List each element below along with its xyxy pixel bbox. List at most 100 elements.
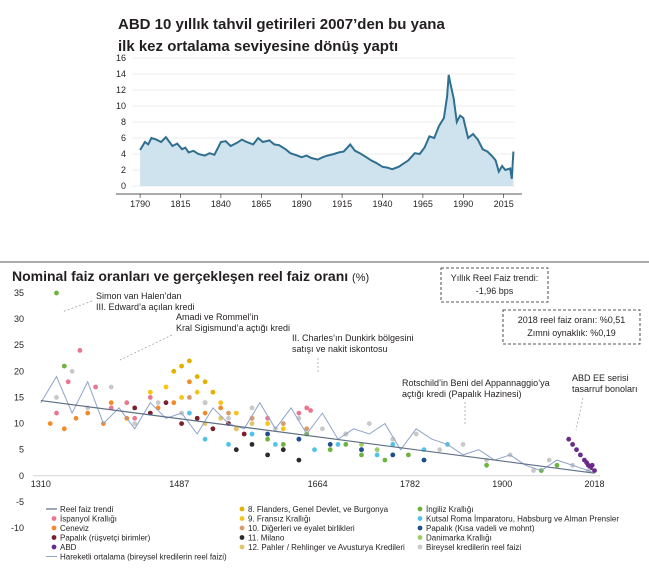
top-yield-line (139, 74, 515, 179)
bottom-scatter-point (210, 426, 216, 432)
bottom-scatter-point (592, 468, 597, 473)
top-area-fill (140, 74, 514, 186)
bottom-chart-title-unit: (%) (352, 272, 369, 284)
bottom-scatter-point (249, 421, 255, 426)
bottom-scatter-point (249, 442, 255, 447)
top-y-tick-label: 0 (121, 181, 126, 191)
bottom-annotation-text: satışı ve nakit iskontosu (292, 344, 388, 354)
bottom-scatter-point (108, 400, 114, 406)
bottom-scatter-point (187, 410, 192, 416)
bottom-scatter-point (249, 405, 255, 411)
top-y-tick-label: 8 (121, 117, 126, 127)
bond-yield-chart: 0 2 4 6 8 10 12 14 16 1790 1815 1840 1865 1890 1915 194… (116, 53, 522, 209)
bottom-scatter-point (273, 442, 278, 447)
bottom-y-tick-label: 10 (14, 419, 24, 429)
bottom-x-tick-label: 2018 (585, 479, 605, 489)
legend-label: Ceneviz (60, 524, 89, 533)
bottom-scatter-point (359, 452, 364, 458)
bottom-scatter-point (574, 447, 579, 453)
legend-label: Kutsal Roma İmparatoru, Habsburg ve Alma… (426, 515, 619, 524)
top-x-tick-label: 1840 (211, 199, 231, 209)
bottom-scatter-point (280, 442, 286, 447)
bottom-scatter-point (280, 421, 286, 426)
bottom-scatter-point (304, 405, 310, 411)
bottom-scatter-point (335, 442, 341, 447)
bottom-trend-line (40, 399, 595, 474)
legend-swatch-dot (417, 506, 423, 512)
legend-label: Bireysel kredilerin reel faizi (426, 543, 521, 552)
bottom-scatter-point (47, 421, 53, 426)
bottom-scatter-point (61, 363, 67, 369)
legend-label: Reel faiz trendi (60, 505, 114, 514)
legend-swatch-dot (417, 544, 423, 550)
legend-swatch-dot (417, 516, 423, 521)
bottom-x-tick-label: 1900 (492, 479, 512, 489)
bottom-scatter-point (280, 426, 286, 432)
bottom-scatter-point (218, 415, 224, 421)
bottom-chart-title: Nominal faiz oranları ve gerçekleşen ree… (12, 268, 369, 284)
legend-swatch-dot (51, 525, 57, 531)
bottom-scatter-point (265, 421, 270, 426)
bottom-scatter-point (374, 447, 380, 453)
bottom-scatter-point (194, 389, 200, 395)
legend-label: İngiliz Krallığı (426, 505, 474, 514)
bottom-info-box (502, 309, 641, 345)
legend-label: Papalık (rüşvetçi birimler) (60, 534, 151, 543)
legend-swatch-dot (239, 544, 245, 550)
bottom-scatter-point (382, 457, 388, 463)
legend-label: 8. Flanders, Genel Devlet, ve Burgonya (248, 505, 389, 514)
bottom-annotation-text: Simon van Halen’dan (96, 291, 182, 301)
bottom-annotation-text: Rotschild’in Beni del Appannaggio’ya (402, 378, 550, 388)
bottom-info-box-text: -1,96 bps (476, 286, 514, 296)
bottom-y-tick-label: 5 (19, 445, 24, 455)
bottom-y-tick-label: 0 (19, 471, 24, 481)
bottom-scatter-point (202, 379, 208, 385)
bottom-scatter-point (546, 457, 552, 463)
bottom-annotation-text: II. Charles’ın Dunkirk bölgesini (292, 333, 414, 343)
top-y-tick-label: 10 (116, 101, 126, 111)
bottom-scatter-point (359, 447, 364, 453)
legend-swatch-dot (51, 516, 57, 521)
bottom-scatter-point (320, 426, 325, 432)
bottom-scatter-point (249, 431, 255, 437)
bottom-scatter-point (210, 389, 216, 395)
bottom-scatter-point (312, 447, 317, 453)
top-x-tick-label: 2015 (494, 199, 514, 209)
annotation-leader (61, 300, 93, 313)
top-y-tick-label: 16 (116, 53, 126, 63)
bottom-annotation-text: ABD EE serisi (572, 373, 629, 383)
bottom-scatter-point (155, 405, 161, 411)
bottom-scatter-point (147, 389, 153, 395)
bottom-scatter-point (54, 290, 59, 296)
bottom-scatter-point (226, 442, 231, 447)
bottom-chart-title-text: Nominal faiz oranları ve gerçekleşen ree… (12, 268, 348, 284)
bottom-scatter-point (531, 468, 536, 473)
bottom-scatter-point (124, 400, 130, 406)
legend-label: 12. Pahler / Rehlinger ve Avusturya Kred… (248, 543, 405, 552)
bottom-scatter-point (304, 426, 310, 432)
top-chart-title-line-1: ABD 10 yıllık tahvil getirileri 2007’den… (118, 16, 445, 33)
bottom-scatter-point (61, 426, 67, 432)
bottom-info-box-text: Zımni oynaklık: %0,19 (527, 328, 616, 338)
bottom-scatter-point (73, 415, 79, 421)
bottom-y-tick-label: 30 (14, 314, 24, 324)
bottom-scatter-point (202, 400, 208, 406)
bottom-scatter-point (226, 415, 231, 421)
bottom-scatter-point (163, 384, 169, 390)
legend-label: ABD (60, 543, 77, 552)
bottom-scatter-point (390, 452, 396, 458)
bottom-scatter-point (406, 452, 411, 458)
bottom-scatter-point (202, 436, 208, 442)
bottom-scatter-point (54, 410, 59, 416)
bottom-scatter-point (413, 431, 419, 437)
bottom-scatter-point (179, 421, 185, 426)
legend-swatch-dot (239, 525, 245, 531)
bottom-scatter-point (77, 348, 83, 353)
bottom-scatter-point (233, 447, 239, 453)
bottom-scatter-point (366, 421, 372, 426)
bottom-info-box-text: Yıllık Reel Faiz trendi: (451, 273, 539, 283)
bottom-scatter-point (93, 384, 98, 390)
legend-swatch-dot (51, 544, 57, 550)
bottom-scatter-point (570, 442, 575, 447)
bottom-scatter-point (566, 436, 572, 442)
